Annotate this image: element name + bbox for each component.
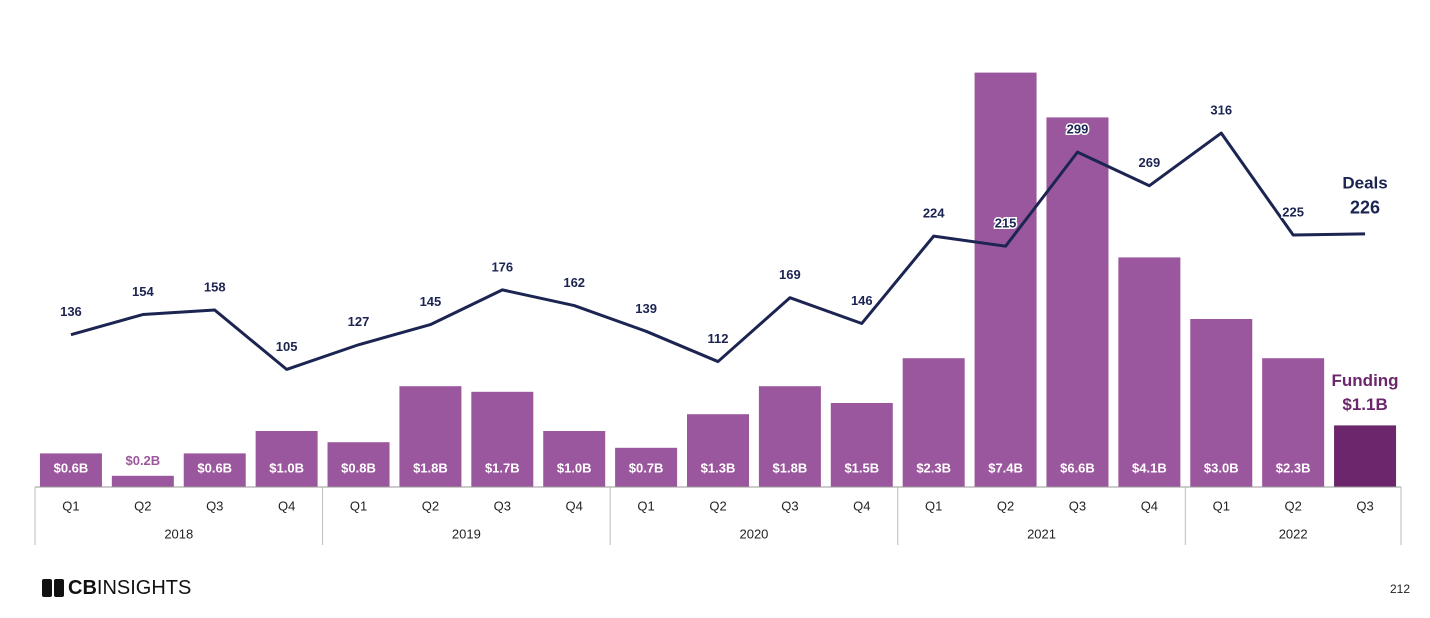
- bar: [327, 442, 390, 487]
- brand-logo: CBINSIGHTS: [42, 577, 191, 599]
- brand-light: INSIGHTS: [97, 577, 191, 599]
- deals-line: [70, 131, 1366, 371]
- line-value-label: 162: [563, 275, 585, 290]
- series-label: Deals: [1342, 173, 1387, 192]
- bar: [399, 386, 462, 487]
- x-tick-label: Q1: [62, 498, 79, 513]
- line-value-label: 139: [635, 301, 657, 316]
- bar: [1118, 257, 1181, 487]
- bar-value-label: $1.5B: [844, 460, 879, 475]
- x-tick-label: Q2: [997, 498, 1014, 513]
- x-tick-label: Q2: [422, 498, 439, 513]
- bar-value-label: $0.7B: [629, 460, 664, 475]
- bar-value-label: $1.7B: [485, 460, 520, 475]
- line-value-label: 225: [1282, 204, 1304, 219]
- x-tick-label: Q4: [278, 498, 295, 513]
- bar: [615, 447, 678, 487]
- x-tick-label: Q2: [1284, 498, 1301, 513]
- line-value-label: 146: [851, 293, 873, 308]
- bar-value-label: $1.1B: [1342, 395, 1387, 414]
- bar: [39, 453, 102, 487]
- line-value-label: 169: [779, 267, 801, 282]
- bar-value-label: $3.0B: [1204, 460, 1239, 475]
- x-tick-label: Q2: [134, 498, 151, 513]
- line-value-label: 215: [995, 216, 1017, 231]
- x-tick-label: Q4: [566, 498, 583, 513]
- bar-value-label: $0.8B: [341, 460, 376, 475]
- line-value-label: 105: [276, 339, 298, 354]
- bar-value-label: $0.6B: [197, 460, 232, 475]
- bar: [111, 475, 174, 487]
- line-value-label: 136: [60, 304, 82, 319]
- x-tick-label: Q1: [350, 498, 367, 513]
- x-tick-label: Q3: [206, 498, 223, 513]
- x-tick-label: Q3: [781, 498, 798, 513]
- bar-value-label: $0.6B: [54, 460, 89, 475]
- line-value-label: 269: [1139, 155, 1161, 170]
- bar-value-label: $1.8B: [773, 460, 808, 475]
- line-value-label: 154: [132, 284, 154, 299]
- line-value-label: 158: [204, 279, 226, 294]
- bar: [183, 453, 246, 487]
- x-tick-label: Q4: [853, 498, 870, 513]
- series-label: Funding: [1332, 371, 1399, 390]
- line-value-label: 112: [708, 331, 729, 346]
- logo-icon: [54, 579, 64, 597]
- group-label: 2021: [1027, 526, 1056, 541]
- bar: [1190, 319, 1253, 487]
- brand-bold: CB: [68, 577, 97, 599]
- bar-value-label: $2.3B: [916, 460, 951, 475]
- line-value-label: 224: [923, 206, 945, 221]
- page-number: 212: [1390, 582, 1410, 596]
- bar: [1334, 425, 1397, 487]
- x-tick-label: Q3: [494, 498, 511, 513]
- line-value-label: 176: [491, 259, 513, 274]
- line-value-label: 226: [1350, 198, 1380, 218]
- bar-value-label: $1.0B: [557, 460, 592, 475]
- bar-value-label: $4.1B: [1132, 460, 1167, 475]
- bar: [830, 403, 893, 487]
- x-tick-label: Q1: [1213, 498, 1230, 513]
- bar: [902, 358, 965, 487]
- bar: [758, 386, 821, 487]
- x-tick-label: Q3: [1356, 498, 1373, 513]
- bar: [543, 431, 606, 487]
- bar: [471, 391, 534, 487]
- brand-text: CBINSIGHTS: [68, 577, 191, 599]
- bar: [687, 414, 749, 487]
- logo-icon: [42, 579, 52, 597]
- bar-value-label: $2.3B: [1276, 460, 1311, 475]
- bar-value-label: $1.8B: [413, 460, 448, 475]
- line-value-label: 316: [1210, 103, 1232, 118]
- bar-value-label: $6.6B: [1060, 460, 1095, 475]
- group-label: 2019: [452, 526, 481, 541]
- line-value-label: 127: [348, 314, 370, 329]
- line-value-label: 299: [1067, 122, 1089, 137]
- group-label: 2018: [164, 526, 193, 541]
- x-tick-label: Q1: [925, 498, 942, 513]
- bar: [1262, 358, 1325, 487]
- bar: [974, 72, 1037, 487]
- group-label: 2022: [1279, 526, 1308, 541]
- group-label: 2020: [739, 526, 768, 541]
- x-tick-label: Q1: [637, 498, 654, 513]
- bar-value-label: $1.0B: [269, 460, 304, 475]
- x-tick-label: Q4: [1141, 498, 1158, 513]
- bar-value-label: $7.4B: [988, 460, 1023, 475]
- line-value-label: 145: [420, 294, 442, 309]
- bar-value-label: $1.3B: [701, 460, 736, 475]
- bar: [255, 431, 318, 487]
- x-tick-label: Q2: [709, 498, 726, 513]
- bar: [1046, 117, 1109, 488]
- bar-value-label: $0.2B: [125, 453, 160, 468]
- x-tick-label: Q3: [1069, 498, 1086, 513]
